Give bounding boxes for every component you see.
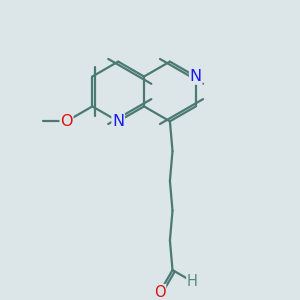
Text: N: N — [112, 114, 124, 129]
Text: O: O — [60, 114, 73, 129]
Text: H: H — [187, 274, 198, 289]
Text: O: O — [154, 284, 166, 299]
Text: N: N — [190, 69, 202, 84]
